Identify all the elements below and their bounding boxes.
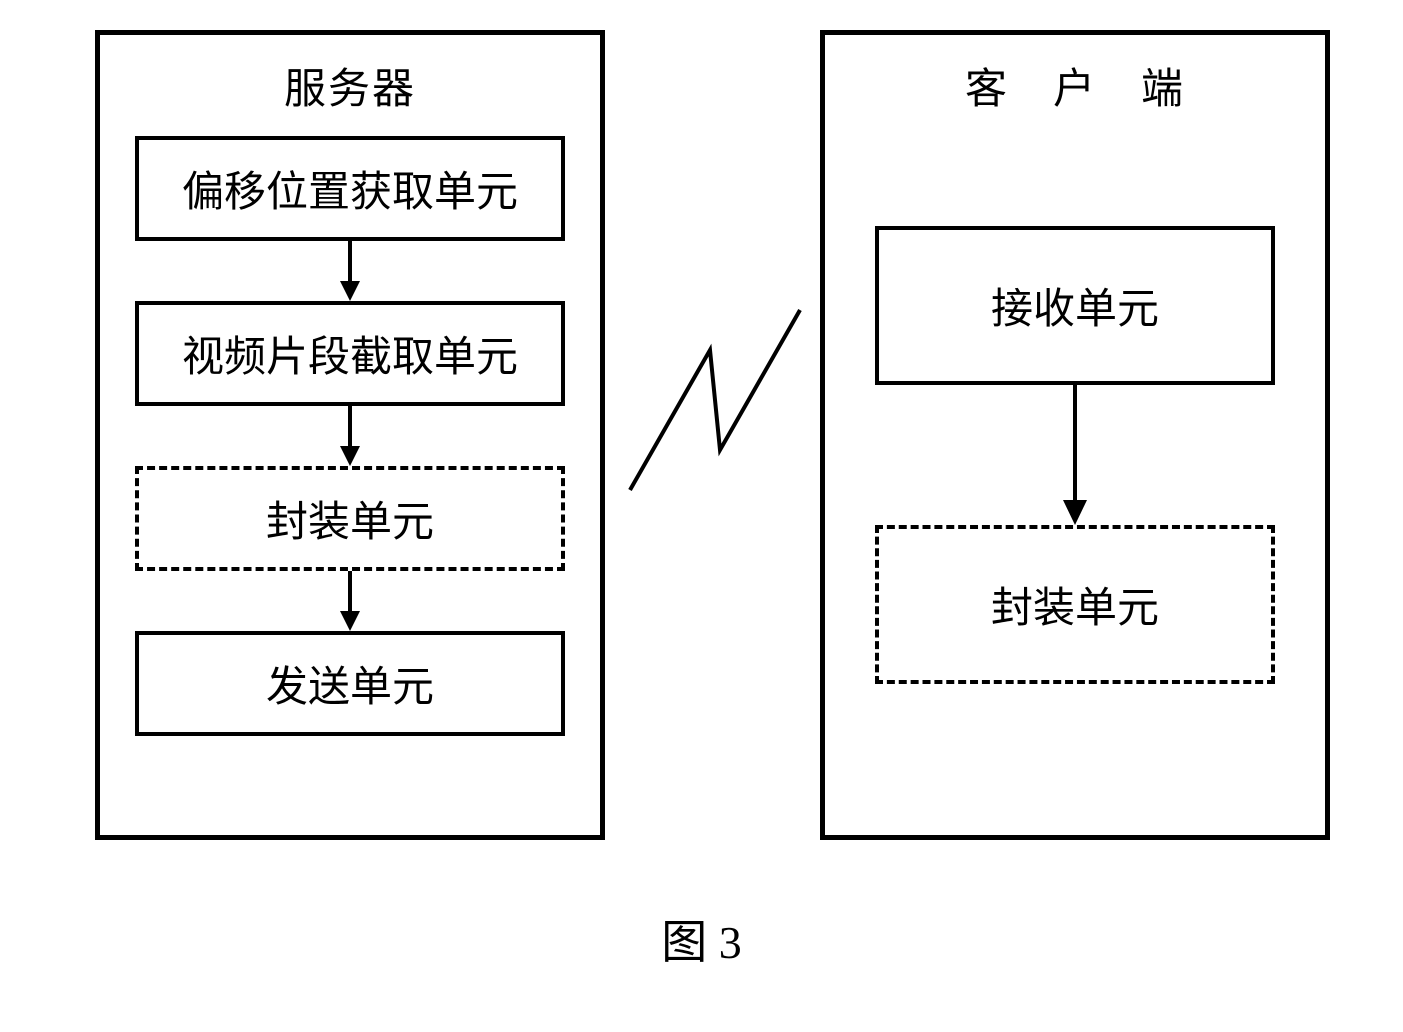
server-unit-video-clip: 视频片段截取单元: [135, 301, 565, 406]
arrow-1: [130, 241, 570, 301]
separator-icon: [620, 290, 810, 510]
server-title: 服务器: [130, 55, 570, 116]
arrow-2: [130, 406, 570, 466]
server-unit-offset: 偏移位置获取单元: [135, 136, 565, 241]
arrow-client: [855, 385, 1295, 525]
figure-label: 图 3: [661, 906, 742, 972]
server-unit-package: 封装单元: [135, 466, 565, 571]
client-unit-receive: 接收单元: [875, 226, 1275, 385]
server-container: 服务器 偏移位置获取单元 视频片段截取单元 封装单元: [95, 30, 605, 840]
client-unit-package: 封装单元: [875, 525, 1275, 684]
client-title: 客 户 端: [855, 55, 1295, 116]
arrow-3: [130, 571, 570, 631]
client-container: 客 户 端 接收单元 封装单元: [820, 30, 1330, 840]
server-unit-send: 发送单元: [135, 631, 565, 736]
